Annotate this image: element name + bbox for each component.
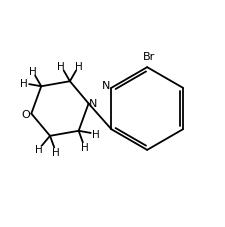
Text: H: H — [29, 67, 36, 77]
Text: N: N — [102, 81, 111, 91]
Text: N: N — [89, 99, 97, 109]
Text: H: H — [75, 62, 82, 72]
Text: H: H — [57, 62, 65, 72]
Text: Br: Br — [143, 52, 155, 62]
Text: H: H — [20, 79, 28, 89]
Text: H: H — [35, 144, 43, 154]
Text: H: H — [81, 142, 88, 152]
Text: H: H — [52, 147, 60, 157]
Text: H: H — [92, 129, 99, 139]
Text: O: O — [21, 109, 30, 119]
